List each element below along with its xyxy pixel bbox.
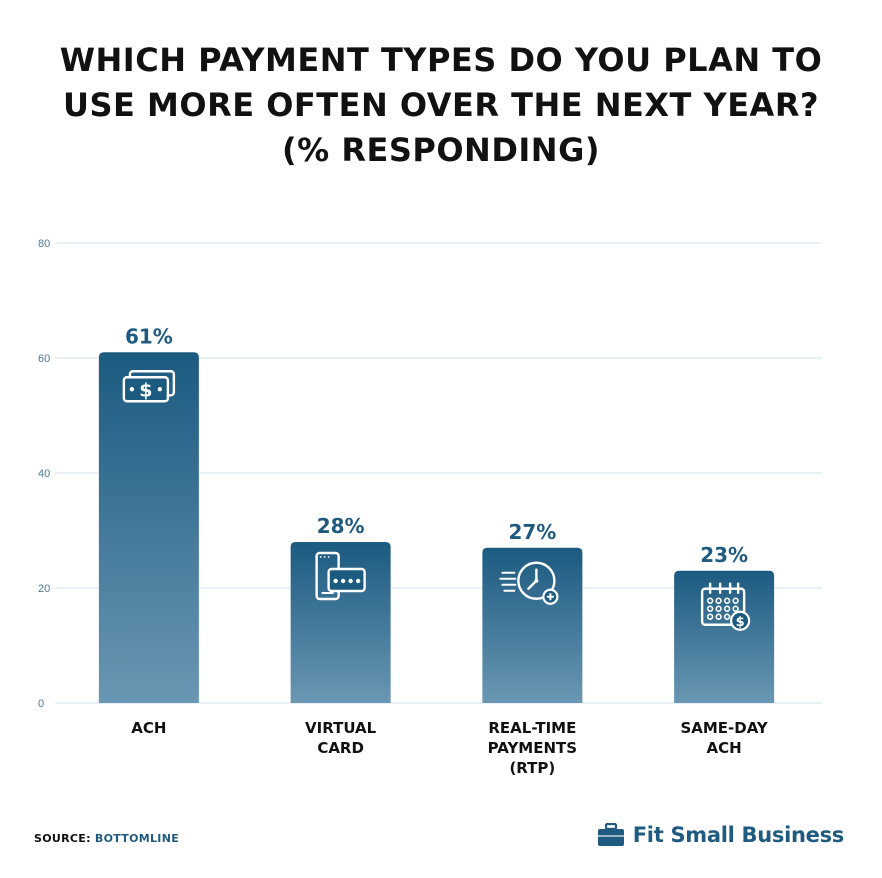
cash-icon: $	[122, 370, 176, 403]
x-tick-label: ACH	[131, 719, 166, 737]
x-tick-label: (RTP)	[509, 759, 555, 777]
bar	[290, 542, 391, 703]
svg-text:$: $	[736, 615, 745, 630]
data-label: 27%	[508, 520, 556, 544]
chart-title: WHICH PAYMENT TYPES DO YOU PLAN TO USE M…	[0, 38, 882, 173]
chart-title-line: USE MORE OFTEN OVER THE NEXT YEAR?	[62, 86, 820, 124]
brand-logo: Fit Small Business	[597, 823, 844, 847]
x-tick-label: SAME-DAY	[680, 719, 768, 737]
chart-title-line: (% RESPONDING)	[282, 131, 600, 169]
y-tick-label: 20	[38, 583, 50, 595]
calendar-dollar-icon: $	[700, 582, 751, 631]
y-tick-label: 60	[38, 353, 50, 365]
data-label: 23%	[700, 543, 748, 567]
y-tick-label: 80	[38, 238, 50, 250]
y-tick-label: 40	[38, 468, 50, 480]
source-label: SOURCE:	[34, 832, 91, 845]
x-tick-label: CARD	[317, 739, 364, 757]
clock-icon	[499, 561, 559, 605]
data-label: 28%	[317, 514, 365, 538]
source-value: BOTTOMLINE	[94, 832, 180, 845]
x-tick-label: ACH	[707, 739, 742, 757]
data-label: 61%	[125, 324, 173, 348]
x-tick-label: REAL-TIME	[488, 719, 576, 737]
bar	[98, 352, 199, 703]
briefcase-icon	[597, 823, 624, 846]
x-tick-label: VIRTUAL	[305, 719, 377, 737]
y-tick-label: 0	[38, 698, 44, 710]
mobile-card-icon	[315, 551, 366, 601]
source-note: SOURCE: BOTTOMLINE	[34, 832, 179, 845]
svg-text:$: $	[139, 379, 152, 401]
brand-name: Fit Small Business	[632, 823, 845, 847]
x-tick-label: PAYMENTS	[488, 739, 577, 757]
bar	[482, 547, 583, 703]
bar	[674, 570, 775, 703]
chart-title-line: WHICH PAYMENT TYPES DO YOU PLAN TO	[59, 41, 823, 79]
